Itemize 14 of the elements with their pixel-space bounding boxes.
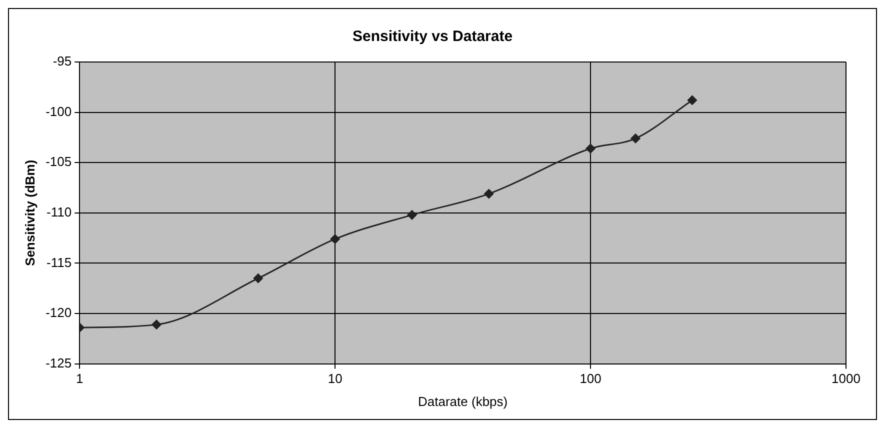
y-tick-label: -125 [46, 355, 72, 370]
x-axis-title: Datarate (kbps) [418, 394, 508, 409]
x-tick-label: 100 [580, 371, 602, 386]
y-tick-label: -95 [52, 54, 72, 69]
y-tick-label: -115 [46, 254, 72, 270]
y-tick-label: -105 [46, 154, 72, 170]
y-tick-label: -100 [46, 104, 72, 119]
x-tick-label: 10 [328, 371, 342, 386]
chart-title: Sensitivity vs Datarate [352, 28, 513, 46]
x-tick-label: 1000 [832, 371, 860, 386]
y-tick-label: -120 [46, 305, 72, 320]
y-axis-title: Sensitivity (dBm) [22, 160, 38, 266]
x-tick-label: 1 [76, 371, 84, 386]
y-tick-label: -110 [46, 204, 72, 220]
